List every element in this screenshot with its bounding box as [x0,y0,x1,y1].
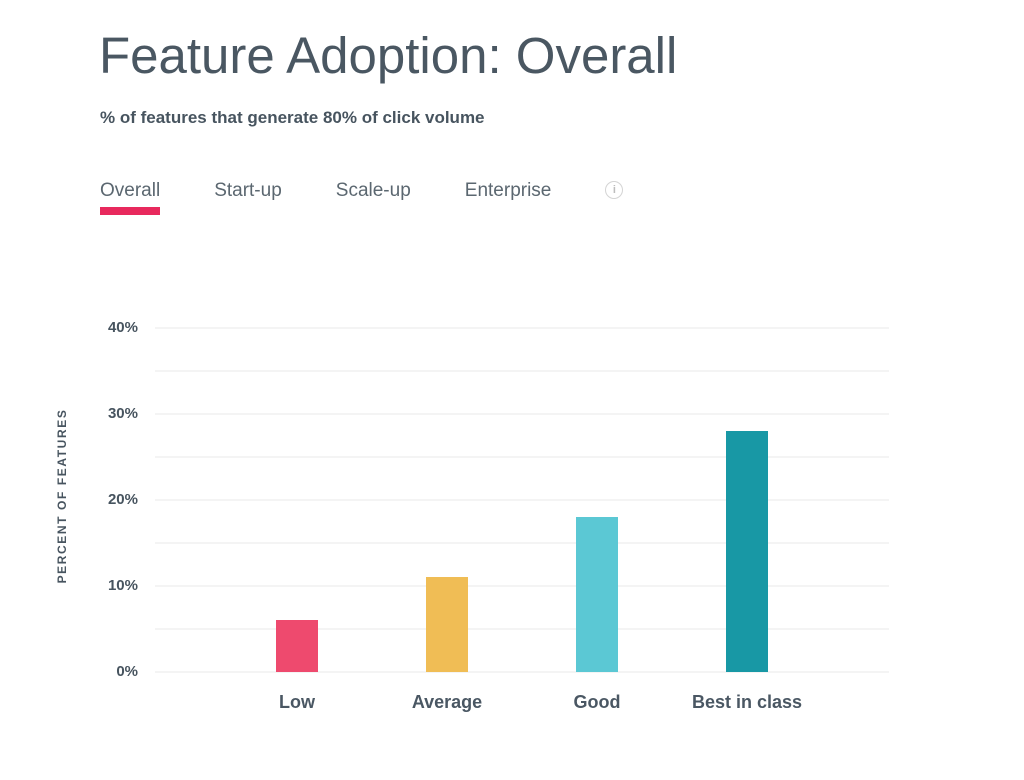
active-tab-underline [100,207,161,215]
tab-bar: Overall Start-up Scale-up Enterprise i [100,180,624,218]
tab-start-up[interactable]: Start-up [214,180,282,201]
y-tick-10: 10% [107,577,138,594]
gridline-5 [155,628,889,630]
bar-low[interactable] [276,620,318,672]
tab-enterprise[interactable]: Enterprise [464,180,552,201]
page-subtitle: % of features that generate 80% of click… [100,108,485,127]
gridline-25 [155,456,889,458]
gridline-20 [155,499,889,501]
y-tick-40: 40% [107,319,138,336]
gridline-0 [155,671,889,673]
y-tick-30: 30% [107,405,138,422]
tab-overall[interactable]: Overall [100,180,161,218]
gridline-30 [155,413,889,415]
gridline-40 [155,327,889,329]
gridline-35 [155,370,889,372]
y-tick-0: 0% [116,663,138,680]
gridline-10 [155,585,889,587]
page-title: Feature Adoption: Overall [99,27,678,84]
y-tick-20: 20% [107,491,138,508]
x-label-low: Low [279,692,315,712]
x-label-good: Good [573,692,621,712]
gridline-15 [155,542,889,544]
x-label-average: Average [411,692,483,712]
tab-scale-up[interactable]: Scale-up [335,180,411,201]
bar-best-in-class[interactable] [726,431,768,672]
x-label-best-in-class: Best in class [691,692,803,712]
bar-average[interactable] [426,577,468,672]
bar-good[interactable] [576,517,618,672]
info-icon[interactable]: i [605,181,624,199]
